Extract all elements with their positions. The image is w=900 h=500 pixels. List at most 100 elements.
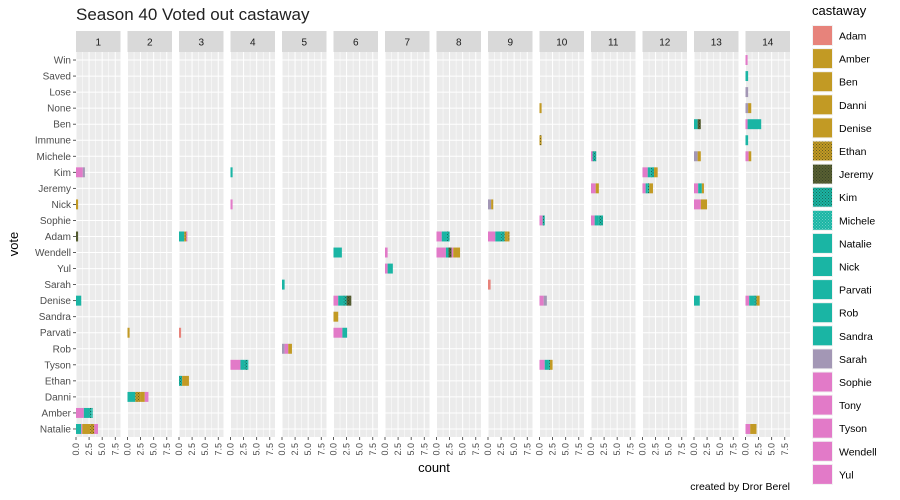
legend-key-swatch	[813, 372, 832, 392]
x-tick-label: 7.5	[265, 443, 275, 456]
legend-item-parvati: Parvati	[812, 279, 872, 301]
x-tick-label: 0.0	[380, 443, 390, 456]
bar-segment-danni	[654, 167, 658, 178]
bar-14-denise	[745, 295, 760, 306]
bar-segment-kim	[598, 215, 604, 226]
legend-key-swatch	[813, 187, 832, 207]
bar-4-nick	[230, 199, 233, 210]
x-tick-label: 5.0	[200, 443, 210, 456]
bar-segment-sophie	[81, 424, 83, 434]
facet-strip-label: 6	[353, 38, 359, 49]
bar-segment-danni	[76, 199, 79, 210]
y-tick-label: Jeremy	[38, 184, 71, 195]
facet-strip-label: 1	[95, 38, 101, 49]
y-tick-label: Amber	[42, 408, 72, 419]
bar-segment-danni	[748, 103, 752, 114]
bar-11-jeremy	[591, 183, 599, 194]
x-tick-label: 7.5	[162, 443, 172, 456]
legend-label: Jeremy	[839, 169, 874, 181]
bar-segment-natalie	[333, 247, 342, 258]
bar-segment-kim	[542, 215, 545, 226]
legend-label: Parvati	[839, 285, 872, 297]
bar-12-jeremy	[642, 183, 653, 194]
x-tick-label: 0.0	[638, 443, 648, 456]
bar-segment-natalie	[282, 279, 285, 290]
bar-segment-sophie	[694, 199, 701, 210]
bar-segment-danni	[697, 151, 701, 162]
legend-item-sandra: Sandra	[812, 325, 873, 347]
bar-segment-natalie	[240, 359, 245, 370]
bar-segment-sarah	[745, 87, 749, 98]
bar-segment-natalie	[645, 183, 648, 194]
bar-segment-adam	[179, 327, 182, 338]
bar-segment-natalie	[698, 183, 702, 194]
bar-segment-sophie	[333, 327, 343, 338]
panel-background	[539, 52, 584, 437]
panel-background	[76, 52, 121, 437]
bar-segment-natalie	[647, 167, 651, 178]
bar-8-wendell	[436, 247, 461, 258]
bar-segment-ethan	[184, 231, 187, 242]
x-tick-label: 5.0	[767, 443, 777, 456]
x-tick-label: 2.5	[187, 443, 197, 456]
x-tick-label: 5.0	[561, 443, 571, 456]
x-tick-label: 0.0	[483, 443, 493, 456]
x-tick-label: 5.0	[149, 443, 159, 456]
x-tick-label: 5.0	[612, 443, 622, 456]
bar-segment-natalie	[230, 167, 233, 178]
legend-label: Nick	[839, 262, 860, 274]
facet-strip	[591, 31, 636, 52]
legend-label: Tony	[839, 400, 862, 412]
x-tick-label: 2.5	[290, 443, 300, 456]
bar-segment-sophie	[539, 359, 545, 370]
y-tick-label: Michele	[37, 152, 72, 163]
legend: castaway Adam Amber Ben Danni Denise Ethan Jer…	[812, 3, 877, 485]
x-tick-label: 2.5	[599, 443, 609, 456]
facet-strip-label: 12	[659, 38, 671, 49]
facet-panel-10: 10 0.0 2.5 5.0 7.5	[535, 31, 584, 456]
legend-key-swatch	[813, 395, 832, 415]
legend-label: Danni	[839, 100, 866, 112]
y-tick-label: Natalie	[40, 424, 72, 435]
x-tick-label: 7.5	[625, 443, 635, 456]
x-tick-label: 0.0	[226, 443, 236, 456]
x-tick-label: 0.0	[586, 443, 596, 456]
y-tick-label: Sarah	[44, 280, 71, 291]
bar-segment-michele	[91, 407, 93, 418]
bar-1-kim	[76, 167, 85, 178]
bar-13-nick	[694, 199, 708, 210]
bar-segment-natalie	[445, 247, 449, 258]
bar-segment-natalie	[745, 71, 749, 82]
legend-key-swatch	[813, 280, 832, 300]
x-tick-label: 5.0	[303, 443, 313, 456]
bar-11-sophie	[591, 215, 604, 226]
bar-segment-kim	[592, 151, 597, 162]
bar-segment-sophie	[451, 247, 454, 258]
x-tick-label: 7.5	[419, 443, 429, 456]
legend-label: Ben	[839, 77, 858, 89]
bar-segment-natalie	[83, 407, 90, 418]
x-tick-label: 0.0	[432, 443, 442, 456]
bar-segment-danni	[700, 199, 708, 210]
bar-segment-kim	[446, 231, 450, 242]
legend-key-swatch	[813, 95, 832, 115]
bar-14-saved	[745, 71, 749, 82]
panel-background	[745, 52, 790, 437]
facet-strip	[642, 31, 687, 52]
legend-item-tyson: Tyson	[812, 417, 867, 439]
facet-panel-14: 14 0.0 2.5 5.0 7.5	[741, 31, 790, 456]
legend-key-swatch	[813, 326, 832, 346]
bar-11-michele	[591, 151, 597, 162]
bar-segment-danni	[504, 231, 508, 242]
x-tick-label: 2.5	[84, 443, 94, 456]
bar-segment-danni	[595, 183, 599, 194]
legend-label: Sophie	[839, 377, 872, 389]
bar-segment-sophie	[186, 231, 188, 242]
legend-item-nick: Nick	[812, 256, 860, 277]
bar-segment-sophie	[694, 183, 699, 194]
facet-strip	[179, 31, 224, 52]
bar-segment-natalie	[694, 119, 698, 130]
legend-key-swatch	[813, 26, 832, 45]
facet-strip-label: 2	[147, 38, 153, 49]
facet-strip	[694, 31, 739, 52]
